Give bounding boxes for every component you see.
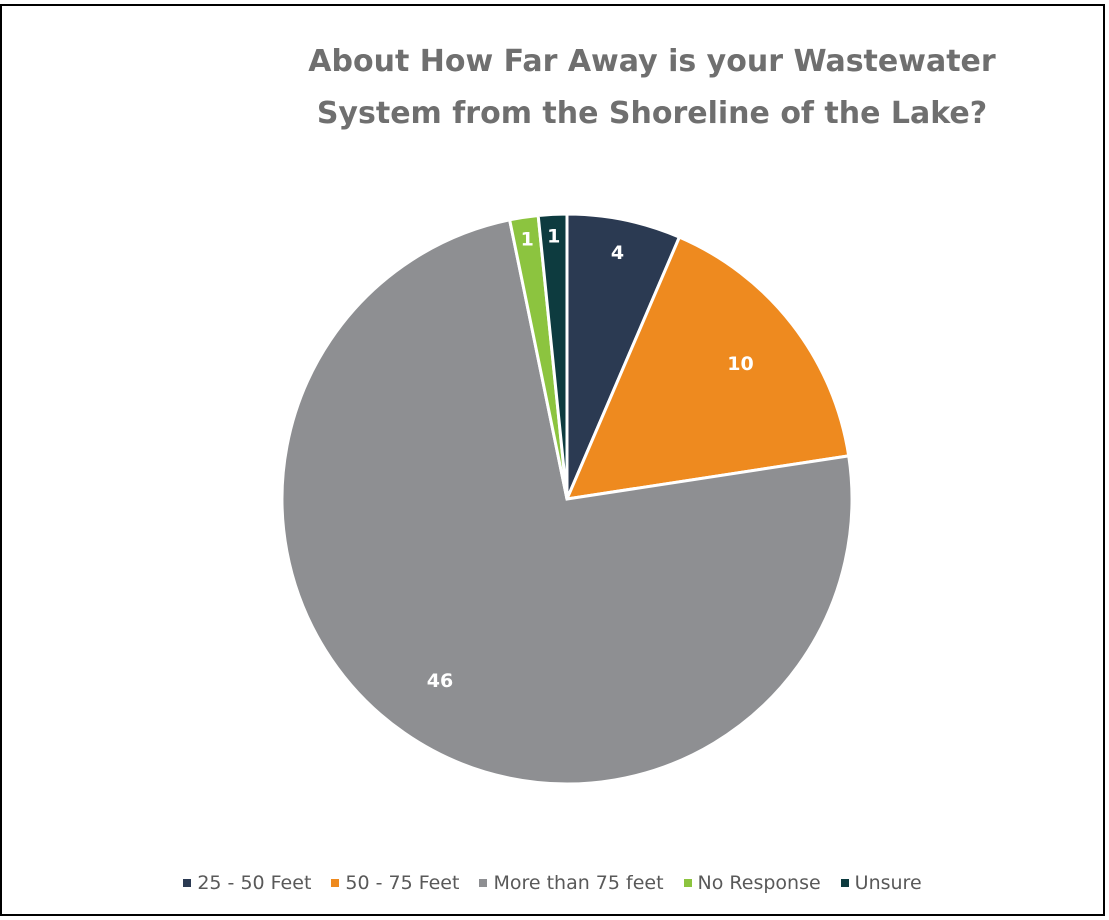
legend-item: Unsure [840,872,922,894]
data-label-no-response: 1 [521,228,534,250]
legend-label: 50 - 75 Feet [345,872,460,894]
data-label-unsure: 1 [547,226,560,248]
legend-item: 25 - 50 Feet [183,872,311,894]
legend-item: More than 75 feet [479,872,664,894]
legend-swatch [683,879,692,887]
legend-label: No Response [697,872,821,894]
pie-slice-50-75-feet [564,235,851,501]
legend-item: No Response [683,872,821,894]
legend-label: More than 75 feet [493,872,664,894]
data-label-more-than-75-feet: 46 [427,670,453,692]
data-label-50-75-feet: 10 [727,353,753,375]
legend-swatch [479,879,488,887]
chart-title-line-1: About How Far Away is your Wastewater [308,44,996,79]
chart-title-line-2: System from the Shoreline of the Lake? [316,96,988,131]
legend-label: Unsure [854,872,922,894]
pie-slice-more-than-75-feet [280,218,854,786]
pie-data-labels: 4 10 46 1 1 [427,226,754,692]
legend-swatch [183,879,192,887]
data-label-25-50-feet: 4 [611,242,624,264]
legend-item: 50 - 75 Feet [331,872,459,894]
chart-legend: 25 - 50 Feet 50 - 75 Feet More than 75 fee… [0,872,1105,894]
legend-swatch [331,879,340,887]
legend-label: 25 - 50 Feet [197,872,312,894]
pie-slices [280,212,854,786]
pie-slice-25-50-feet [565,212,682,500]
pie-slice-unsure [536,212,569,500]
legend-swatch [840,879,849,887]
